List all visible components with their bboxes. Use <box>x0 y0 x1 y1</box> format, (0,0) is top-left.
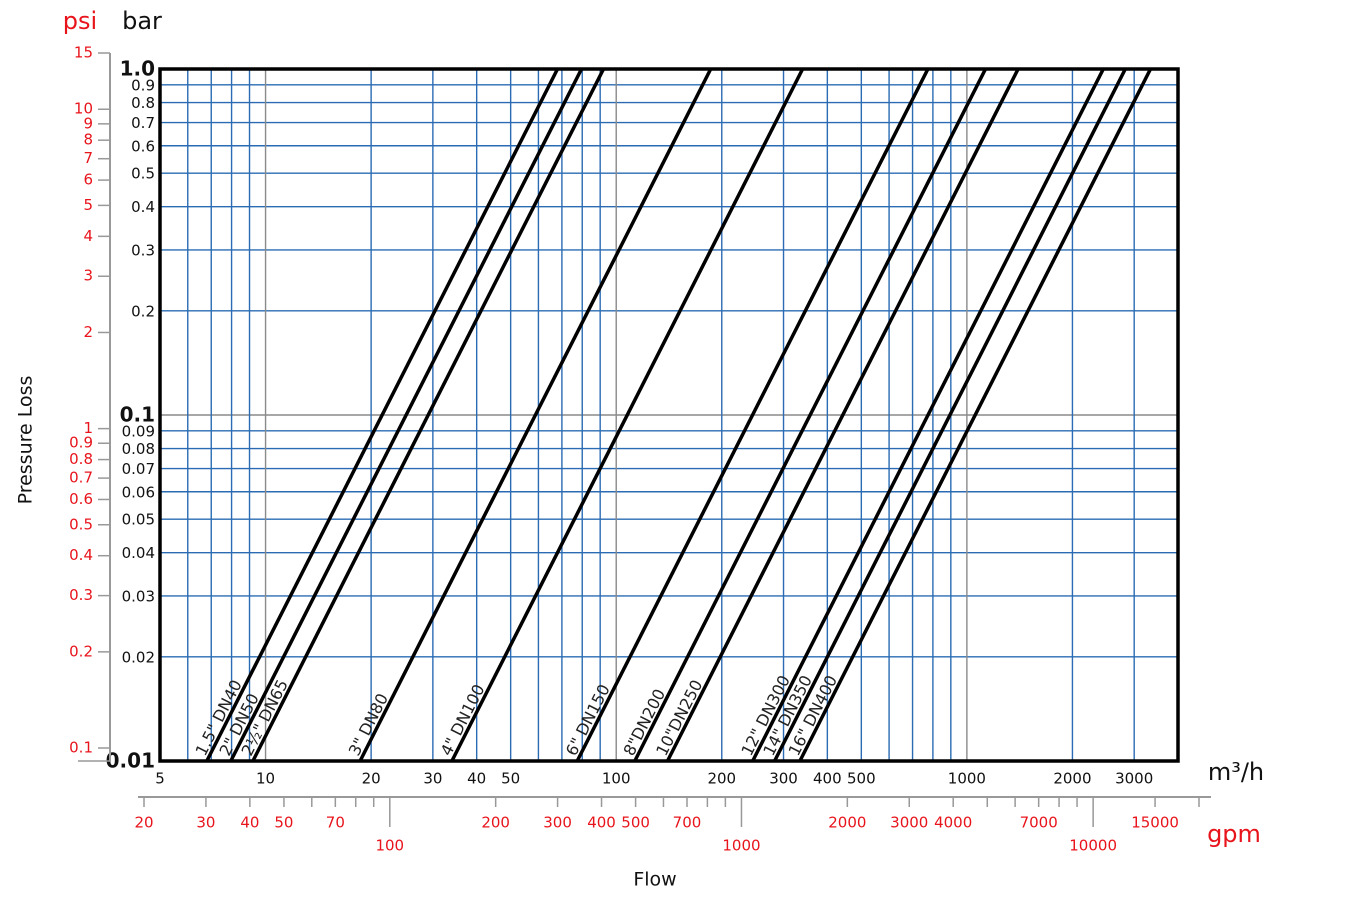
x2-tick-label: 200 <box>481 814 510 832</box>
y-tick-label: 1.0 <box>120 57 155 81</box>
x2-tick-label: 30 <box>196 814 215 832</box>
y-tick-label: 0.9 <box>131 76 155 94</box>
y2-tick-label: 2 <box>83 323 93 341</box>
y2-tick-label: 0.5 <box>69 515 93 533</box>
pipe-line <box>450 68 805 762</box>
pipe-line <box>798 68 1153 762</box>
pipe-line <box>665 68 1020 762</box>
y-tick-label: 0.05 <box>122 511 155 529</box>
y2-tick-label: 9 <box>83 114 93 132</box>
y2-tick-label: 0.1 <box>69 739 93 757</box>
y-tick-label: 0.06 <box>122 483 155 501</box>
x2-tick-label: 1000 <box>722 837 760 855</box>
y-tick-label: 0.5 <box>131 165 155 183</box>
x2-tick-label: 3000 <box>890 814 928 832</box>
y-tick-label: 0.7 <box>131 114 155 132</box>
y-tick-label: 0.6 <box>131 137 155 155</box>
x-tick-label: 5 <box>155 770 165 788</box>
x2-tick-label: 4000 <box>934 814 972 832</box>
y2-tick-label: 4 <box>83 227 93 245</box>
y2-tick-label: 8 <box>83 131 93 149</box>
x2-tick-label: 20 <box>134 814 153 832</box>
x-tick-label: 40 <box>467 770 486 788</box>
y2-tick-label: 0.6 <box>69 490 93 508</box>
legend-label: 4" DN100 <box>437 681 489 759</box>
legend-label: 6" DN150 <box>562 681 614 759</box>
x2-tick-label: 70 <box>326 814 345 832</box>
y2-tick-label: 0.9 <box>69 434 93 452</box>
y2-tick-label: 5 <box>83 196 93 214</box>
x-tick-label: 50 <box>501 770 520 788</box>
x2-tick-label: 2000 <box>828 814 866 832</box>
x-tick-label: 10 <box>256 770 275 788</box>
x-axis-label: Flow <box>633 869 676 891</box>
y-tick-label: 0.01 <box>106 749 155 773</box>
y2-tick-label: 3 <box>83 267 93 285</box>
x2-tick-label: 50 <box>274 814 293 832</box>
pipe-line <box>229 68 584 762</box>
y-tick-label: 0.03 <box>122 587 155 605</box>
y2-tick-label: 0.2 <box>69 642 93 660</box>
y-tick-label: 0.8 <box>131 94 155 112</box>
y2-tick-label: 0.3 <box>69 586 93 604</box>
x-tick-label: 200 <box>707 770 736 788</box>
y2-tick-label: 0.4 <box>69 546 93 564</box>
y-tick-label: 0.3 <box>131 241 155 259</box>
y-tick-label: 0.08 <box>122 440 155 458</box>
x-tick-label: 100 <box>602 770 631 788</box>
pipe-line <box>751 68 1105 762</box>
pipe-line <box>773 68 1127 762</box>
pipe-line <box>251 68 606 762</box>
y-unit: bar <box>122 7 162 35</box>
x-tick-label: 2000 <box>1053 770 1091 788</box>
y2-unit: psi <box>63 7 97 35</box>
y2-tick-label: 15 <box>74 44 93 62</box>
x-tick-label: 500 <box>847 770 876 788</box>
x2-tick-label: 400 <box>587 814 616 832</box>
y2-tick-label: 6 <box>83 171 93 189</box>
legend-label: 10"DN250 <box>652 677 706 759</box>
y-tick-label: 0.04 <box>122 544 155 562</box>
y2-tick-label: 1 <box>83 419 93 437</box>
x-tick-label: 3000 <box>1115 770 1153 788</box>
x2-tick-label: 700 <box>673 814 702 832</box>
y-tick-label: 0.02 <box>122 648 155 666</box>
x-tick-label: 20 <box>362 770 381 788</box>
x-tick-label: 300 <box>769 770 798 788</box>
x2-tick-label: 300 <box>543 814 572 832</box>
x2-tick-label: 10000 <box>1069 837 1117 855</box>
pipe-line <box>575 68 930 762</box>
x-tick-label: 400 <box>813 770 842 788</box>
y-tick-label: 0.1 <box>120 403 155 427</box>
y-tick-label: 0.2 <box>131 302 155 320</box>
x2-tick-label: 500 <box>621 814 650 832</box>
pipe-line <box>205 68 560 762</box>
x2-tick-label: 7000 <box>1020 814 1058 832</box>
x2-tick-label: 15000 <box>1131 814 1179 832</box>
y2-tick-label: 7 <box>83 149 93 167</box>
x-unit: m³/h <box>1208 758 1264 786</box>
y-tick-label: 0.4 <box>131 198 155 216</box>
x-tick-label: 1000 <box>948 770 986 788</box>
y2-tick-label: 0.7 <box>69 469 93 487</box>
x2-tick-label: 40 <box>240 814 259 832</box>
y2-tick-label: 0.8 <box>69 450 93 468</box>
x2-unit: gpm <box>1207 820 1261 848</box>
pipe-line <box>358 68 713 762</box>
y-tick-label: 0.07 <box>122 460 155 478</box>
y-tick-label: 0.09 <box>122 422 155 440</box>
pipe-line <box>633 68 988 762</box>
x-tick-label: 30 <box>423 770 442 788</box>
x2-tick-label: 100 <box>375 837 404 855</box>
legend-label: 3" DN80 <box>345 690 392 759</box>
y-axis-label: Pressure Loss <box>15 376 37 505</box>
y2-tick-label: 10 <box>74 100 93 118</box>
